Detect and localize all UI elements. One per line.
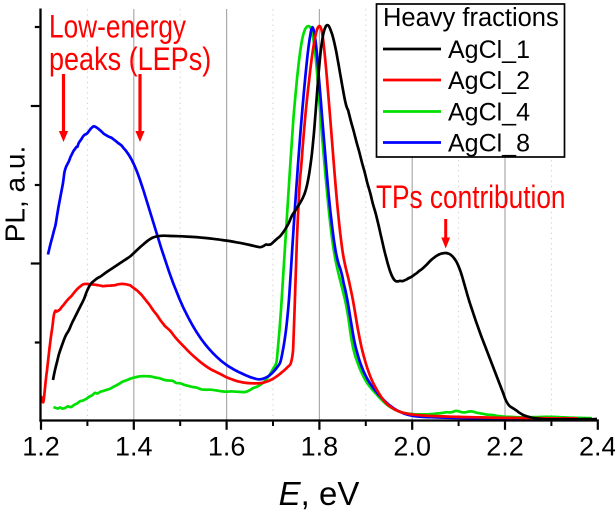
svg-text:1.2: 1.2 — [22, 432, 60, 462]
svg-text:AgCl_4: AgCl_4 — [448, 99, 530, 127]
svg-text:2.0: 2.0 — [393, 432, 431, 462]
svg-text:E, eV: E, eV — [279, 475, 360, 511]
svg-text:Heavy fractions: Heavy fractions — [383, 4, 559, 32]
svg-text:TPs contribution: TPs contribution — [376, 181, 566, 216]
svg-text:2.2: 2.2 — [486, 432, 524, 462]
svg-text:1.4: 1.4 — [115, 432, 153, 462]
svg-text:peaks (LEPs): peaks (LEPs) — [49, 42, 211, 78]
svg-text:AgCl_1: AgCl_1 — [448, 36, 530, 64]
svg-text:AgCl_2: AgCl_2 — [448, 67, 530, 95]
svg-text:1.6: 1.6 — [208, 432, 246, 462]
svg-text:AgCl_8: AgCl_8 — [448, 130, 530, 158]
svg-text:2.4: 2.4 — [579, 432, 615, 462]
svg-text:PL, a.u.: PL, a.u. — [0, 146, 31, 243]
svg-text:1.8: 1.8 — [301, 432, 339, 462]
svg-text:Low-energy: Low-energy — [49, 10, 186, 45]
